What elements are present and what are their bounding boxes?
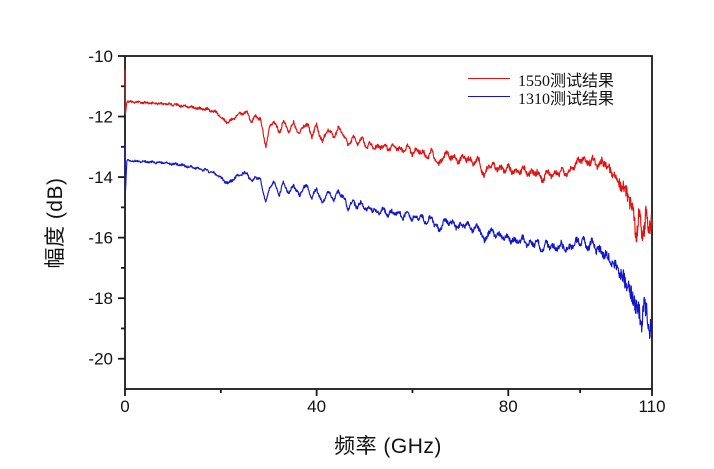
x-axis-title: 频率 (GHz) (334, 435, 442, 458)
y-tick-label: -16 (88, 229, 113, 248)
legend-label-1550: 1550测试结果 (518, 72, 615, 90)
x-tick-label: 40 (307, 397, 326, 416)
series-line-1310 (124, 143, 653, 339)
y-tick-label: -18 (88, 289, 113, 308)
tick-labels-group: 0 40 80 110 -10 -12 -14 -16 -18 -20 (88, 47, 665, 416)
data-series-group (124, 69, 653, 339)
legend-line-swatch-red (468, 78, 510, 79)
legend-item-1310: 1310测试结果 (468, 88, 614, 108)
legend-item-1550: 1550测试结果 (468, 70, 614, 90)
y-tick-label: -12 (88, 108, 113, 127)
y-tick-label: -10 (88, 47, 113, 66)
legend-label-1310: 1310测试结果 (518, 90, 615, 108)
x-tick-label: 0 (120, 397, 129, 416)
x-tick-label: 80 (499, 397, 518, 416)
legend: 1550测试结果 1310测试结果 (468, 70, 614, 108)
legend-line-swatch-blue (468, 96, 510, 97)
x-tick-label: 110 (638, 397, 665, 416)
y-tick-label: -20 (88, 350, 113, 369)
axis-ticks-group (118, 55, 653, 396)
series-line-1550 (124, 69, 653, 243)
y-axis-title: 幅度 (dB) (44, 177, 67, 269)
y-tick-label: -14 (88, 168, 113, 187)
